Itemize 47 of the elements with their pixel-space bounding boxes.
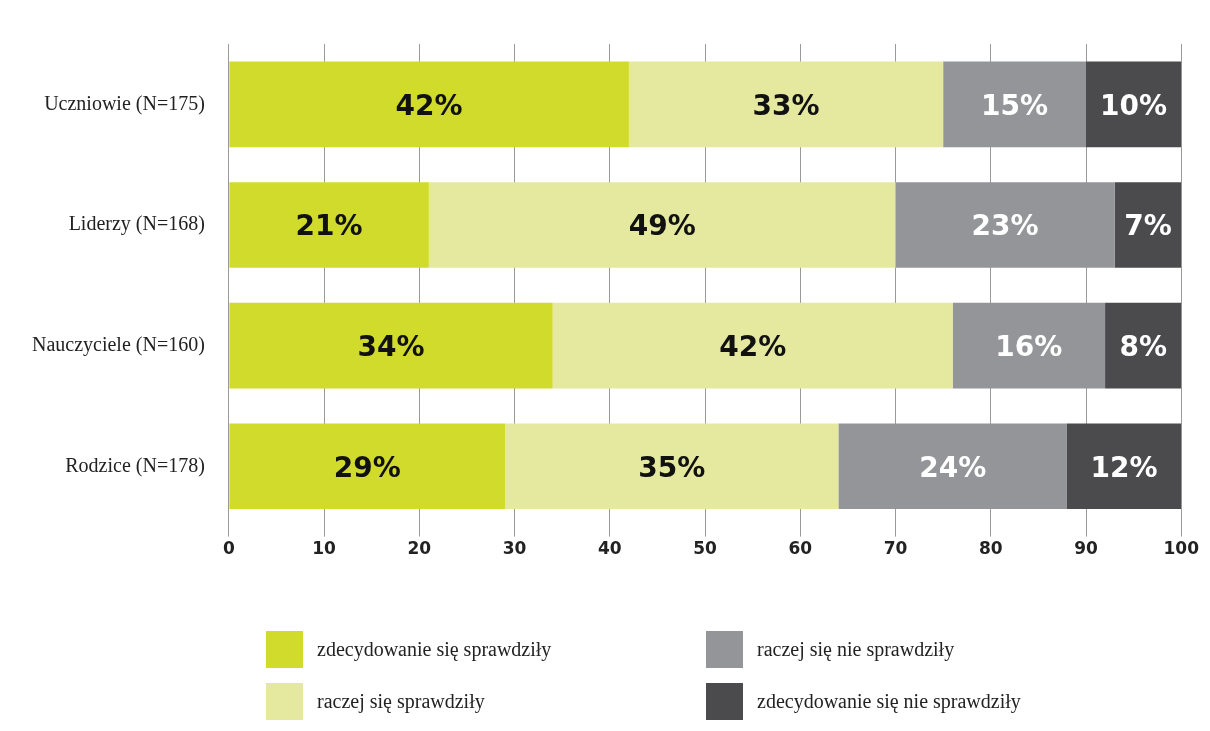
legend-label: raczej się sprawdziły: [317, 689, 485, 713]
data-label: 49%: [628, 209, 696, 243]
bar: [428, 182, 896, 268]
y-tick-label: Liderzy (N=168): [68, 212, 205, 236]
legend-label: zdecydowanie się sprawdziły: [317, 637, 552, 661]
bar: [1066, 423, 1182, 510]
data-label: 33%: [752, 88, 820, 122]
data-label: 15%: [981, 88, 1049, 122]
x-tick-label: 10: [312, 538, 337, 559]
data-label: 8%: [1119, 329, 1167, 363]
legend-label: raczej się nie sprawdziły: [757, 637, 955, 661]
x-tick-label: 90: [1074, 538, 1099, 559]
bar: [628, 61, 944, 148]
y-tick-label: Nauczyciele (N=160): [31, 332, 205, 356]
data-label: 10%: [1100, 88, 1168, 122]
data-label: 42%: [395, 88, 463, 122]
y-tick-label: Rodzice (N=178): [65, 453, 205, 477]
data-label: 21%: [295, 209, 363, 243]
data-label: 29%: [333, 450, 401, 484]
data-label: 42%: [719, 329, 787, 363]
data-label: 7%: [1124, 209, 1172, 243]
data-label: 16%: [995, 329, 1063, 363]
data-label: 34%: [357, 329, 425, 363]
bar: [1105, 302, 1182, 389]
x-tick-label: 50: [693, 538, 718, 559]
data-label: 24%: [919, 450, 987, 484]
data-label: 35%: [638, 450, 706, 484]
x-tick-label: 0: [222, 538, 235, 559]
x-tick-label: 80: [978, 538, 1003, 559]
y-tick-label: Uczniowie (N=175): [44, 91, 205, 115]
bar: [229, 423, 506, 510]
bar: [229, 302, 553, 389]
data-label: 12%: [1090, 450, 1158, 484]
bar: [552, 302, 953, 389]
x-tick-label: 30: [502, 538, 527, 559]
x-tick-label: 20: [407, 538, 432, 559]
bar: [1086, 61, 1182, 148]
x-tick-label: 100: [1163, 538, 1200, 559]
bar: [1114, 182, 1182, 268]
x-tick-label: 60: [788, 538, 813, 559]
bar: [505, 423, 839, 510]
legend-label: zdecydowanie się nie sprawdziły: [757, 689, 1021, 713]
bar: [229, 182, 429, 268]
x-tick-label: 70: [883, 538, 908, 559]
data-label: 23%: [971, 209, 1039, 243]
x-tick-label: 40: [597, 538, 622, 559]
bar: [229, 61, 629, 148]
